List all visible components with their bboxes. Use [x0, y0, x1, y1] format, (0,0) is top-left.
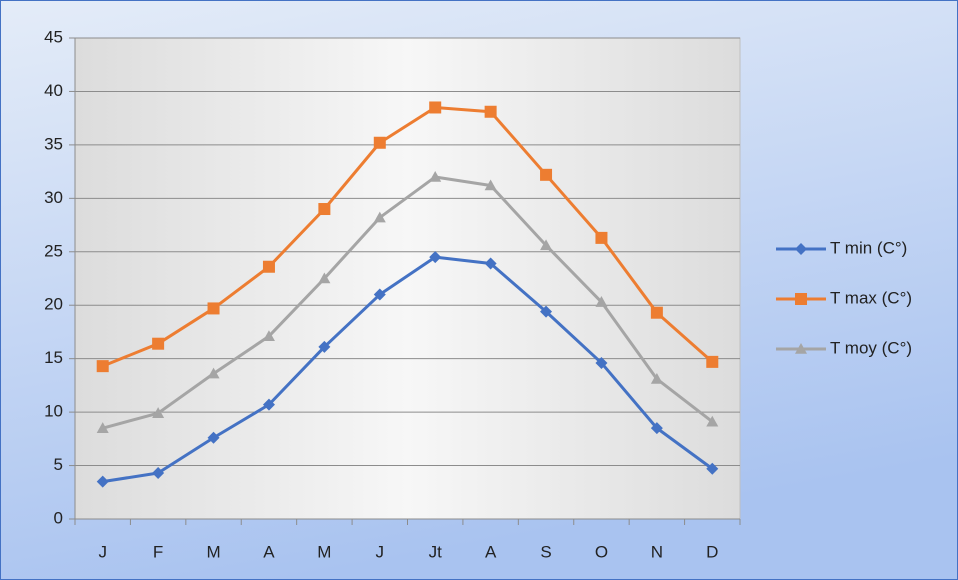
data-point [540, 305, 553, 318]
y-tick-label: 45 [44, 27, 63, 46]
data-point [373, 211, 386, 223]
y-tick-label: 40 [44, 81, 63, 100]
data-point [96, 475, 109, 488]
data-point [484, 257, 497, 270]
y-tick-label: 25 [44, 241, 63, 260]
data-point [429, 170, 442, 182]
x-tick-label: F [153, 542, 163, 561]
data-point [595, 356, 608, 369]
data-point [262, 398, 275, 411]
x-tick-label: J [98, 542, 107, 561]
x-tick-label: N [651, 542, 663, 561]
y-tick-label: 20 [44, 295, 63, 314]
data-point [706, 462, 719, 475]
x-tick-label: J [376, 542, 385, 561]
data-point [318, 340, 331, 353]
data-point [373, 288, 386, 301]
x-tick-label: M [317, 542, 331, 561]
legend-marker [795, 343, 807, 354]
data-point [207, 367, 220, 379]
x-tick-label: D [706, 542, 718, 561]
series-line [102, 175, 714, 430]
y-tick-label: 35 [44, 134, 63, 153]
x-tick-label: Jt [429, 542, 443, 561]
legend-label: T max (C°) [830, 288, 912, 307]
data-point [318, 272, 331, 284]
y-tick-label: 5 [54, 455, 63, 474]
y-tick-label: 10 [44, 402, 63, 421]
data-point [262, 260, 275, 273]
data-point [96, 422, 109, 433]
data-point [152, 467, 165, 480]
data-point [373, 136, 386, 149]
data-point [706, 415, 719, 427]
data-point [429, 251, 442, 264]
x-tick-label: S [540, 542, 551, 561]
y-tick-label: 15 [44, 348, 63, 367]
data-point [484, 179, 497, 191]
series-line [102, 105, 714, 368]
data-point [429, 101, 442, 114]
data-point [207, 431, 220, 444]
data-point [207, 302, 220, 315]
data-point [650, 306, 663, 319]
legend-marker [795, 243, 807, 255]
x-tick-label: O [595, 542, 608, 561]
y-tick-label: 0 [54, 508, 63, 527]
data-point [595, 231, 608, 244]
data-point [706, 355, 719, 368]
data-point [650, 422, 663, 435]
x-tick-label: A [263, 542, 275, 561]
legend-marker [795, 293, 807, 305]
data-point [318, 203, 331, 216]
legend-label: T min (C°) [830, 238, 907, 257]
y-tick-label: 30 [44, 188, 63, 207]
data-point [540, 168, 553, 181]
data-point [595, 296, 608, 307]
data-point [152, 407, 165, 418]
data-point [96, 360, 109, 373]
x-tick-label: M [206, 542, 220, 561]
series-line [102, 255, 714, 484]
data-point [650, 372, 663, 384]
data-point [484, 105, 497, 118]
data-point [540, 239, 553, 251]
legend-label: T moy (C°) [830, 338, 912, 357]
plot-area [74, 37, 741, 520]
x-tick-label: A [485, 542, 497, 561]
data-point [152, 337, 165, 350]
data-point [262, 330, 275, 342]
